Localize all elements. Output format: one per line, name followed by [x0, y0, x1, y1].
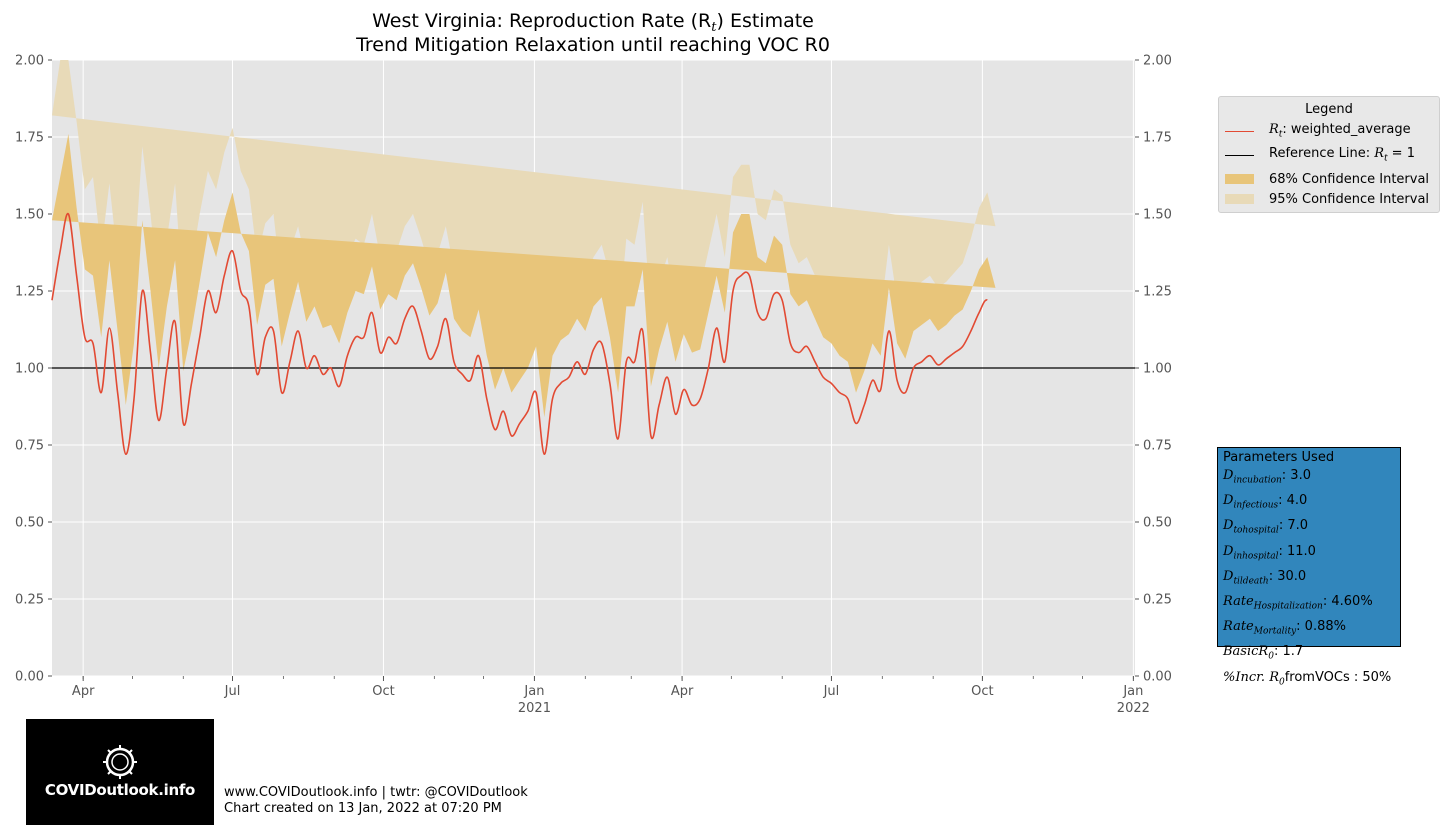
legend-title: Legend: [1305, 102, 1353, 117]
ci95-area: [52, 60, 996, 368]
ci68-band: [52, 133, 996, 418]
legend-swatch-ci95: [1225, 194, 1254, 204]
legend-swatch-rt: [1225, 130, 1254, 132]
parameter-row: Dtildeath: 30.0: [1223, 568, 1307, 587]
parameter-row: Dinfectious: 4.0: [1223, 493, 1308, 511]
chart-title-line1: West Virginia: Reproduction Rate (Rt) Es…: [372, 10, 814, 35]
y-tick-label-right: 0.75: [1143, 439, 1172, 454]
y-tick-label-right: 1.00: [1143, 362, 1172, 377]
parameter-row: Dtohospital: 7.0: [1223, 518, 1308, 536]
legend-swatch-reference: [1225, 154, 1254, 156]
parameters-list: Dincubation: 3.0 Dinfectious: 4.0 Dtohospi…: [1223, 466, 1395, 693]
y-tick-label-left: 1.50: [15, 208, 44, 223]
parameter-row: RateHospitalization: 4.60%: [1223, 593, 1373, 612]
y-tick-label-right: 1.25: [1143, 285, 1172, 300]
parameter-row: BasicR0: 1.7: [1223, 644, 1304, 662]
rt-series: [51, 213, 988, 456]
credits-line1: www.COVIDoutlook.info | twtr: @COVIDoutl…: [224, 785, 528, 800]
y-tick-label-right: 1.50: [1143, 208, 1172, 223]
parameters-title: Parameters Used: [1223, 450, 1335, 465]
x-tick-label: Oct: [971, 684, 993, 699]
legend-item-ci68: 68% Confidence Interval: [1225, 170, 1429, 188]
parameter-row: RateMortality: 0.88%: [1223, 619, 1346, 637]
y-tick-label-right: 0.00: [1143, 670, 1172, 685]
y-tick-label-right: 2.00: [1143, 54, 1172, 69]
y-tick-label-right: 0.50: [1143, 516, 1172, 531]
legend: Legend Rt: weighted_average Reference Li…: [1218, 96, 1440, 213]
y-tick-label-left: 2.00: [15, 54, 44, 69]
credits: www.COVIDoutlook.info | twtr: @COVIDoutl…: [224, 785, 528, 817]
y-tick-label-left: 0.25: [15, 593, 44, 608]
legend-item-reference: Reference Line: Rt = 1: [1225, 146, 1415, 164]
x-tick-label: Apr: [671, 684, 694, 699]
x-tick-label: Apr: [72, 684, 95, 699]
y-tick-label-right: 0.25: [1143, 593, 1172, 608]
x-year-label: 2022: [1117, 701, 1150, 716]
rt-line: [51, 213, 988, 456]
axes: 0.00 0.00 0.25 0.25 0.50 0.50 0.75 0.75 1.00 1.00…: [15, 54, 1172, 717]
y-tick-label-left: 0.00: [15, 670, 44, 685]
x-tick-label: Jul: [224, 684, 241, 699]
logo: COVIDoutlook.info: [26, 719, 214, 825]
parameter-row: Dinhospital: 11.0: [1223, 543, 1316, 562]
virus-icon: [103, 745, 137, 779]
y-tick-label-left: 1.75: [15, 131, 44, 146]
y-tick-label-left: 0.50: [15, 516, 44, 531]
x-year-label: 2021: [518, 701, 551, 716]
parameters-box: Parameters Used Dincubation: 3.0 Dinfecti…: [1217, 447, 1401, 687]
credits-line2: Chart created on 13 Jan, 2022 at 07:20 P…: [224, 801, 502, 816]
chart-title-line2: Trend Mitigation Relaxation until reachi…: [355, 34, 830, 56]
y-tick-label-left: 1.00: [15, 362, 44, 377]
logo-text: COVIDoutlook.info: [44, 781, 196, 799]
y-tick-label-right: 1.75: [1143, 131, 1172, 146]
y-tick-label-left: 1.25: [15, 285, 44, 300]
x-tick-label: Jul: [823, 684, 840, 699]
legend-item-rt: Rt: weighted_average: [1225, 122, 1411, 140]
x-tick-label: Jan: [523, 684, 544, 699]
parameter-row: %Incr. R0fromVOCs : 50%: [1223, 669, 1392, 688]
ci68-area: [52, 133, 996, 418]
y-tick-label-left: 0.75: [15, 439, 44, 454]
legend-item-ci95: 95% Confidence Interval: [1225, 190, 1429, 208]
ci95-band: [52, 60, 996, 368]
x-tick-label: Oct: [372, 684, 394, 699]
x-tick-label: Jan: [1122, 684, 1143, 699]
legend-swatch-ci68: [1225, 174, 1254, 184]
parameter-row: Dincubation: 3.0: [1223, 468, 1311, 486]
